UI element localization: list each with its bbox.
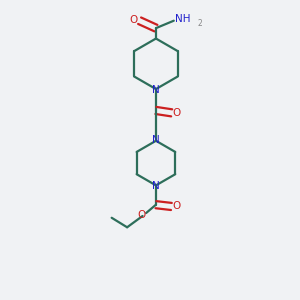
Text: O: O (137, 210, 145, 220)
Text: N: N (152, 85, 160, 95)
Text: N: N (152, 135, 160, 145)
Text: O: O (172, 108, 181, 118)
Text: NH: NH (175, 14, 190, 24)
Text: 2: 2 (197, 19, 202, 28)
Text: O: O (130, 15, 138, 25)
Text: O: O (172, 202, 181, 212)
Text: N: N (152, 181, 160, 191)
